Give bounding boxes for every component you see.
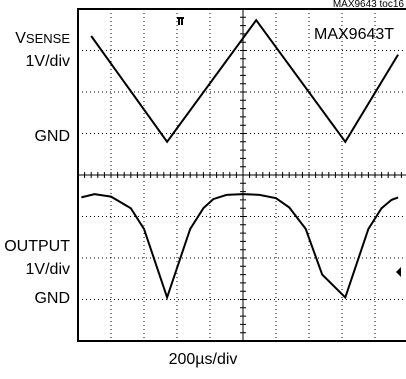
ch2-ground: GND xyxy=(34,290,70,307)
ch1-scale: 1V/div xyxy=(25,53,70,70)
ch1-name-sub: SENSE xyxy=(25,31,70,46)
trigger-top-icon xyxy=(177,17,184,25)
document-id: MAX9643 toc16 xyxy=(332,0,404,10)
ch1-name: VSENSE xyxy=(15,30,70,48)
trigger-marker xyxy=(396,267,401,277)
center-axes xyxy=(77,8,406,342)
plot-frame xyxy=(77,8,406,342)
ch2-scale: 1V/div xyxy=(25,261,70,278)
trace-vsense xyxy=(90,18,399,144)
ch1-ground: GND xyxy=(34,128,70,145)
part-label: MAX9643T xyxy=(314,26,395,43)
grid xyxy=(77,8,406,342)
ch1-name-main: V xyxy=(15,30,26,47)
time-scale: 200µs/div xyxy=(168,351,238,368)
traces xyxy=(81,18,399,301)
ch2-name: OUTPUT xyxy=(4,238,70,255)
trace-output xyxy=(81,193,399,301)
